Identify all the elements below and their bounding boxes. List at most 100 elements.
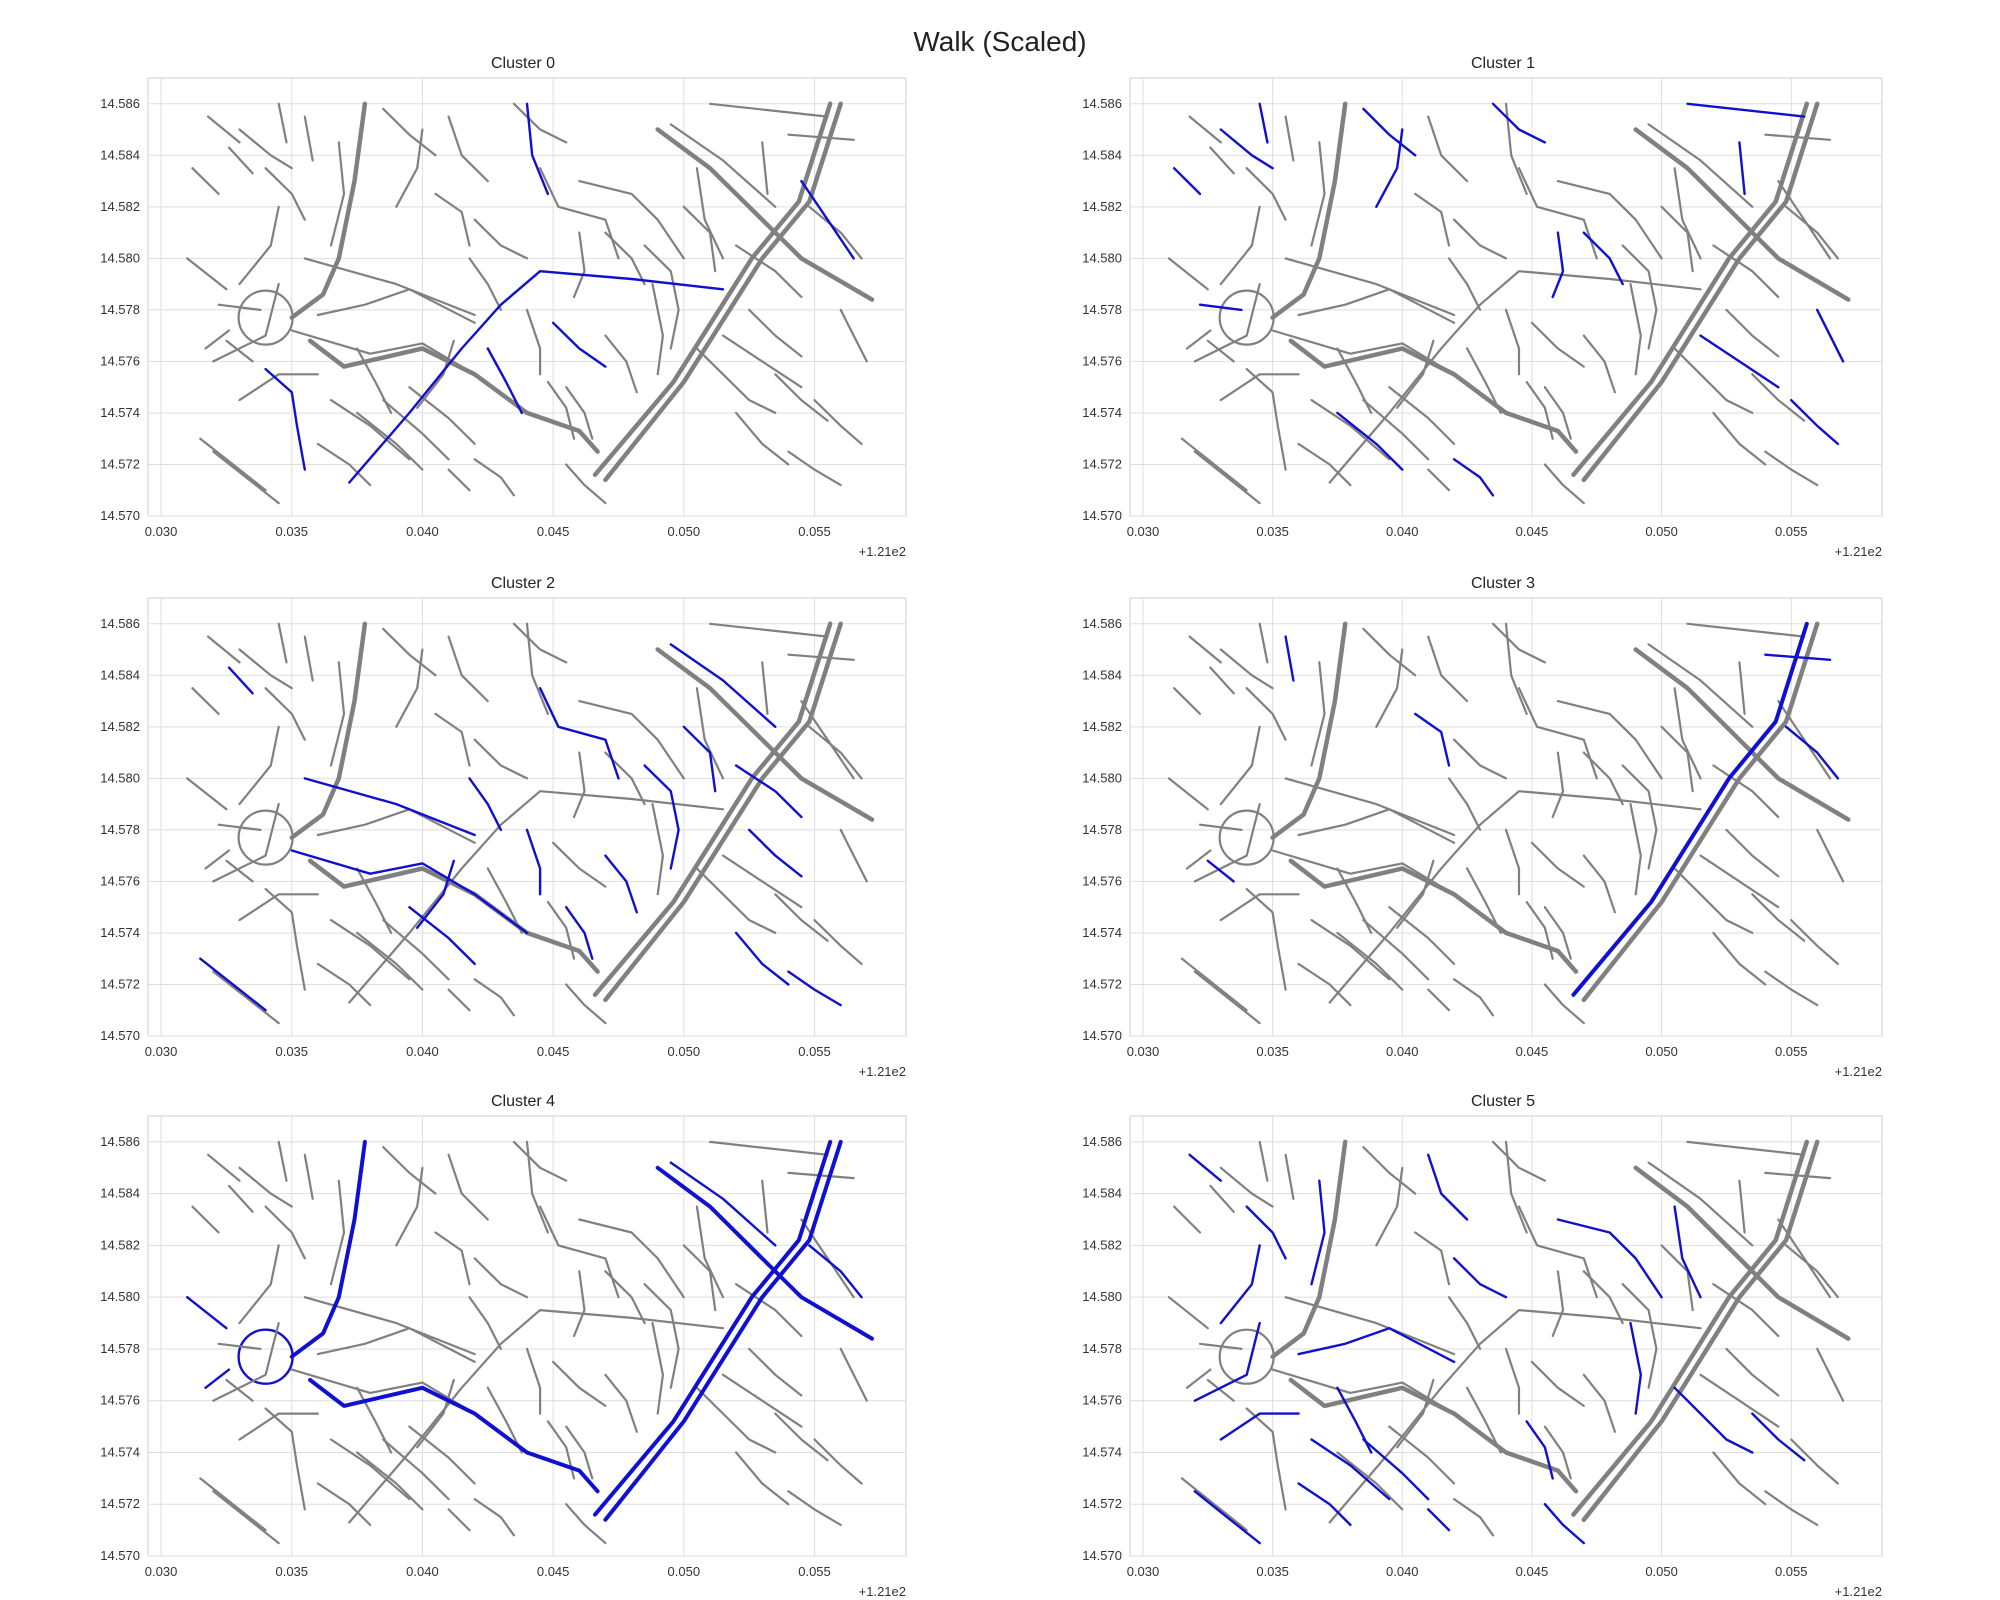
highlighted-segment <box>1629 1321 1642 1415</box>
road-segment <box>1582 334 1616 394</box>
road-segment <box>473 738 529 780</box>
highlighted-segment <box>1582 231 1624 286</box>
road-segment <box>207 1153 241 1182</box>
road-segment <box>1427 988 1451 1012</box>
road-segment <box>191 687 220 715</box>
highlighted-segment <box>1427 1153 1469 1221</box>
road-segment <box>1785 205 1839 260</box>
road-segment <box>416 1378 455 1449</box>
y-tick-label: 14.574 <box>1082 405 1122 420</box>
y-tick-label: 14.574 <box>100 925 140 940</box>
road-network <box>186 621 875 1025</box>
road-segment <box>1764 1171 1832 1180</box>
road-segment <box>1206 339 1235 363</box>
road-segment <box>1504 828 1521 896</box>
road-segment <box>1556 180 1663 260</box>
highlighted-segment <box>303 777 476 837</box>
x-offset-label: +1.21e2 <box>1835 544 1882 559</box>
road-segment <box>651 803 664 896</box>
panel-title: Cluster 1 <box>1471 55 1535 72</box>
highlighted-segment <box>1219 1244 1261 1325</box>
panel-cluster-4: Cluster 4 0.030 0.035 0.040 0.045 0.050 0.055 1… <box>100 1093 907 1599</box>
highlighted-segment <box>538 687 620 780</box>
x-tick-label: 0.050 <box>1645 1564 1678 1579</box>
highlighted-segment <box>1673 1386 1754 1454</box>
y-tick-label: 14.582 <box>100 1237 140 1252</box>
highlighted-segment <box>468 777 503 832</box>
road-segment <box>1764 133 1832 141</box>
road-segment <box>1284 1296 1456 1356</box>
x-tick-label: 0.030 <box>145 1044 178 1059</box>
road-segment <box>1297 442 1352 487</box>
road-segment <box>1686 1140 1806 1156</box>
road-segment <box>655 647 875 822</box>
road-segment <box>1180 1477 1248 1532</box>
road-segment <box>1245 888 1287 991</box>
road-segment <box>329 919 411 981</box>
road-segment <box>1621 764 1658 870</box>
road-segment <box>217 823 262 831</box>
road-segment <box>207 635 241 664</box>
highlighted-segment <box>682 725 717 793</box>
highlighted-segment <box>1172 167 1202 196</box>
highlighted-segment <box>348 270 725 484</box>
road-segment <box>1571 1139 1810 1517</box>
panel-cluster-2: Cluster 2 0.030 0.035 0.040 0.045 0.050 0.055 1… <box>100 575 907 1079</box>
road-segment <box>1167 777 1209 811</box>
x-tick-label: 0.035 <box>1256 524 1289 539</box>
road-segment <box>1270 101 1348 320</box>
y-tick-label: 14.582 <box>1082 1237 1122 1252</box>
y-tick-label: 14.584 <box>1082 1186 1122 1201</box>
road-segment <box>238 725 280 806</box>
highlighted-segment <box>551 321 607 368</box>
road-segment <box>1310 919 1391 981</box>
road-segment <box>721 334 803 389</box>
x-tick-label: 0.050 <box>1645 1044 1678 1059</box>
road-segment <box>329 141 346 247</box>
highlighted-segment <box>800 179 855 260</box>
road-segment <box>735 1283 803 1338</box>
highlighted-segment <box>1206 859 1235 883</box>
road-segment <box>1336 1451 1404 1511</box>
x-tick-label: 0.055 <box>1775 1564 1808 1579</box>
road-segment <box>1245 1407 1287 1511</box>
y-tick-label: 14.578 <box>100 822 140 837</box>
road-segment <box>721 854 803 909</box>
road-segment <box>1167 257 1209 291</box>
figure-title: Walk (Scaled) <box>913 26 1087 57</box>
highlighted-segment <box>1751 1412 1806 1462</box>
road-segment <box>735 244 803 299</box>
highlighted-segment <box>1452 1257 1508 1299</box>
y-tick-label: 14.580 <box>1082 1289 1122 1304</box>
road-segment <box>1258 622 1269 664</box>
road-segment <box>787 450 842 487</box>
road-segment <box>1551 1270 1565 1338</box>
y-tick-label: 14.584 <box>1082 147 1122 162</box>
axes-frame <box>1129 597 1883 1037</box>
road-segment <box>1633 127 1851 302</box>
y-tick-label: 14.572 <box>1082 976 1122 991</box>
y-tick-label: 14.570 <box>1082 1548 1122 1563</box>
road-segment <box>1660 725 1694 793</box>
road-segment <box>1738 1179 1746 1234</box>
road-segment <box>748 1347 803 1397</box>
x-tick-label: 0.030 <box>1127 1044 1160 1059</box>
y-tick-label: 14.580 <box>1082 250 1122 265</box>
road-segment <box>1388 906 1456 965</box>
highlighted-segment <box>186 1296 228 1330</box>
road-segment <box>1198 1342 1243 1350</box>
road-segment <box>395 1166 424 1247</box>
road-segment <box>212 803 280 883</box>
road-segment <box>1543 386 1572 440</box>
road-segment <box>1362 627 1417 677</box>
panel-title: Cluster 2 <box>491 575 555 592</box>
highlighted-segment <box>593 1139 833 1517</box>
road-segment <box>473 978 515 1017</box>
y-tick-label: 14.586 <box>100 1134 140 1149</box>
road-segment <box>1219 1166 1274 1208</box>
y-tick-label: 14.576 <box>1082 353 1122 368</box>
highlighted-segment <box>416 859 455 929</box>
highlighted-segment <box>1525 1420 1554 1480</box>
road-segment <box>1712 1283 1780 1338</box>
